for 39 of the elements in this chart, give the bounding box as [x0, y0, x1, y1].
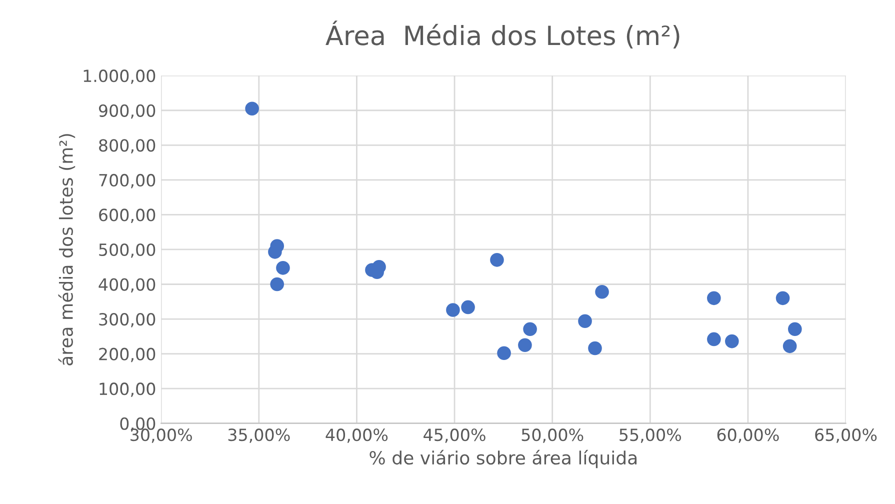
x-tick-label: 45,00% — [424, 428, 486, 443]
point — [725, 334, 739, 348]
point — [588, 341, 602, 356]
point — [518, 338, 532, 352]
point — [490, 253, 504, 267]
y-tick-label: 600,00 — [99, 208, 156, 223]
point — [776, 291, 790, 306]
point — [270, 277, 284, 292]
y-tick-label: 100,00 — [100, 382, 156, 397]
point — [707, 332, 721, 346]
y-tick-label: 300,00 — [99, 312, 156, 328]
point — [523, 322, 537, 336]
point — [446, 303, 460, 317]
y-tick-label: 700,00 — [99, 174, 156, 188]
y-tick-label: 1.000,00 — [84, 70, 156, 84]
point — [707, 291, 721, 306]
point — [461, 300, 475, 314]
y-tick-label: 800,00 — [99, 139, 156, 154]
y-axis-title: área média dos lotes (m²) — [58, 134, 76, 366]
point — [595, 285, 609, 299]
point — [276, 261, 290, 275]
x-tick-label: 55,00% — [620, 428, 682, 443]
x-tick-label: 65,00% — [815, 428, 877, 443]
y-tick-label: 900,00 — [98, 104, 156, 119]
point — [268, 245, 282, 259]
point — [782, 339, 797, 354]
y-tick-label: 200,00 — [99, 348, 156, 362]
x-tick-label: 50,00% — [522, 428, 584, 443]
x-axis-title: % de viário sobre área líquida — [370, 450, 637, 468]
x-tick-label: 40,00% — [326, 428, 388, 443]
point — [788, 322, 802, 336]
y-tick-label: 400,00 — [98, 278, 156, 293]
x-tick-label: 60,00% — [717, 428, 779, 443]
y-tick-label: 500,00 — [99, 243, 156, 258]
x-tick-label: 35,00% — [228, 428, 290, 443]
point — [497, 346, 511, 360]
chart-title: Área Média dos Lotes (m²) — [326, 20, 680, 49]
point — [578, 314, 592, 328]
point — [245, 102, 259, 116]
